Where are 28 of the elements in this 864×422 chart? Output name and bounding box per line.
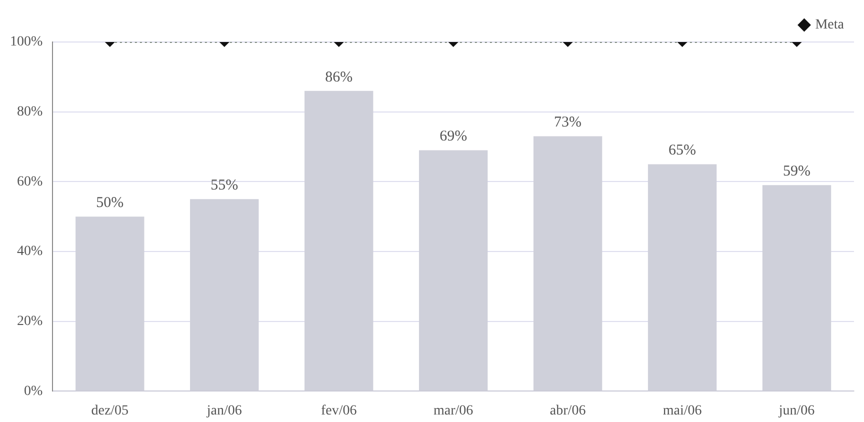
x-tick-label: dez/05 [91, 403, 129, 418]
x-tick-label: fev/06 [320, 403, 357, 418]
text: 59% [783, 164, 811, 180]
text: 73% [554, 114, 582, 131]
legend-label: Meta [815, 18, 845, 33]
x-tick-label: jan/06 [206, 403, 242, 418]
x-tick-label: mar/06 [434, 403, 474, 418]
y-tick-label: 60% [16, 174, 43, 190]
x-tick-label: abr/06 [550, 403, 586, 418]
bar [533, 136, 602, 391]
bar [648, 164, 717, 391]
bar [418, 150, 488, 391]
text: 55% [210, 178, 238, 194]
bar [76, 216, 144, 391]
text: 50% [96, 195, 124, 212]
y-tick-label: 20% [16, 314, 43, 330]
bar [304, 90, 374, 391]
y-tick-label: 40% [16, 244, 43, 260]
text: 86% [325, 69, 353, 86]
y-tick-label: 100% [10, 34, 43, 50]
x-tick-label: jun/06 [778, 403, 815, 418]
bar [190, 199, 259, 391]
text: 69% [440, 128, 468, 145]
y-tick-label: 0% [24, 384, 43, 399]
y-tick-label: 80% [16, 104, 43, 120]
bar [762, 185, 832, 391]
text: 65% [668, 142, 696, 159]
x-tick-label: mai/06 [662, 403, 702, 418]
